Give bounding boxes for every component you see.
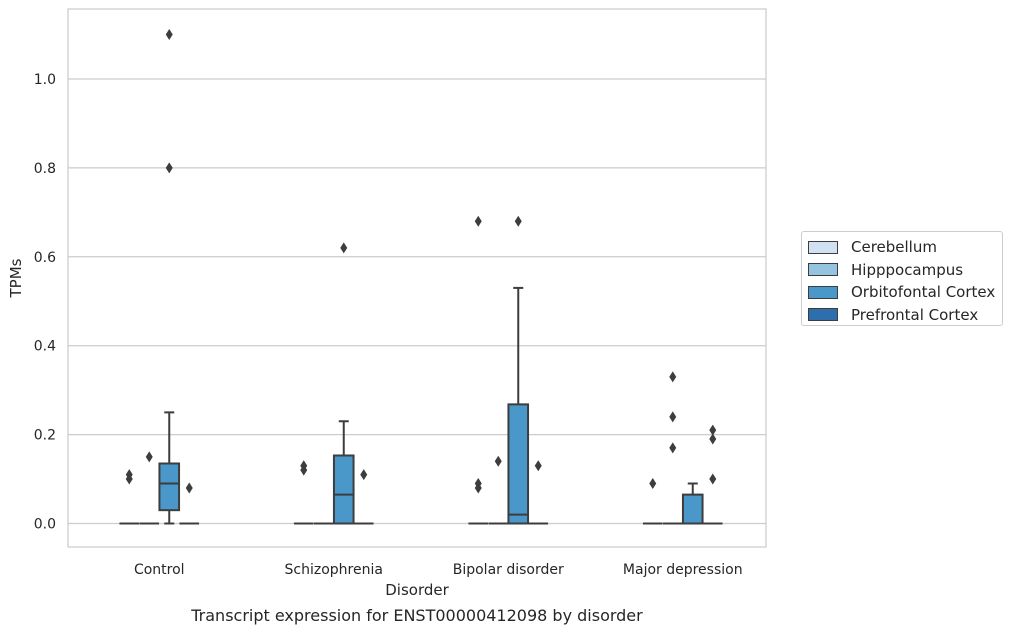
box-iqr [507, 403, 530, 525]
y-tick-label: 0.2 [34, 428, 56, 444]
y-tick-label: 0.4 [34, 339, 56, 355]
legend-label: Prefrontal Cortex [851, 305, 979, 324]
box-cerebellum [468, 215, 489, 525]
legend-swatch [808, 308, 838, 322]
box-cerebellum [119, 469, 140, 525]
x-tick-label: Schizophrenia [285, 562, 383, 578]
y-tick-labels: 0.0 0.2 0.4 0.6 0.8 1.0 [34, 72, 56, 533]
outlier-point [185, 482, 193, 494]
outlier-point [125, 469, 133, 481]
outlier-point [360, 469, 368, 481]
outlier-point [514, 215, 522, 227]
box-orbitofontal-cortex [507, 215, 530, 525]
chart-caption: Transcript expression for ENST0000041209… [191, 606, 643, 625]
box-hipppocampus [139, 451, 160, 525]
legend-swatch [808, 285, 838, 299]
plot-area-frame [67, 8, 767, 548]
y-gridlines [68, 78, 766, 525]
legend-item: Cerebellum [808, 236, 1002, 259]
outlier-point [669, 411, 677, 423]
box-iqr [158, 462, 181, 512]
legend-item: Hipppocampus [808, 259, 1002, 282]
box-hipppocampus [662, 371, 683, 525]
outlier-point [709, 424, 717, 436]
outlier-point [340, 242, 348, 254]
box-iqr [332, 454, 355, 525]
outlier-point [494, 455, 502, 467]
box-hipppocampus [488, 455, 509, 525]
outlier-point [709, 473, 717, 485]
y-axis-label: TPMs [7, 258, 25, 298]
box-orbitofontal-cortex [681, 482, 704, 525]
outlier-point [300, 460, 308, 472]
legend-item: Prefrontal Cortex [808, 304, 1002, 327]
x-tick-labels: Control Schizophrenia Bipolar disorder Majo… [134, 562, 743, 578]
legend-label: Hipppocampus [851, 260, 964, 279]
legend-label: Cerebellum [851, 238, 937, 257]
box-prefrontal-cortex [528, 460, 549, 525]
box-prefrontal-cortex [702, 424, 723, 525]
box-groups [119, 29, 723, 525]
box-iqr [681, 493, 704, 525]
box-cerebellum [293, 460, 314, 525]
box-orbitofontal-cortex [332, 242, 355, 525]
x-tick-label: Major depression [623, 562, 743, 578]
y-tick-label: 0.0 [34, 517, 56, 533]
outlier-point [145, 451, 153, 463]
legend: Cerebellum Hipppocampus Orbitofontal Corte… [801, 231, 1003, 326]
x-tick-label: Bipolar disorder [453, 562, 564, 578]
y-tick-label: 0.8 [34, 161, 56, 177]
box-prefrontal-cortex [179, 482, 200, 525]
legend-label: Orbitofontal Cortex [851, 283, 996, 302]
box-cerebellum [642, 477, 663, 525]
y-tick-label: 1.0 [34, 72, 56, 88]
y-tick-label: 0.6 [34, 250, 56, 266]
outlier-point [669, 371, 677, 383]
outlier-point [669, 442, 677, 454]
outlier-point [709, 433, 717, 445]
legend-swatch [808, 240, 838, 254]
x-axis-label: Disorder [385, 581, 449, 599]
legend-item: Orbitofontal Cortex [808, 281, 1002, 304]
box-prefrontal-cortex [353, 469, 374, 525]
outlier-point [165, 29, 173, 41]
x-tick-label: Control [134, 562, 185, 578]
outlier-point [534, 460, 542, 472]
legend-swatch [808, 263, 838, 277]
outlier-point [649, 477, 657, 489]
outlier-point [474, 477, 482, 489]
box-orbitofontal-cortex [158, 29, 181, 525]
outlier-point [474, 215, 482, 227]
outlier-point [165, 162, 173, 174]
